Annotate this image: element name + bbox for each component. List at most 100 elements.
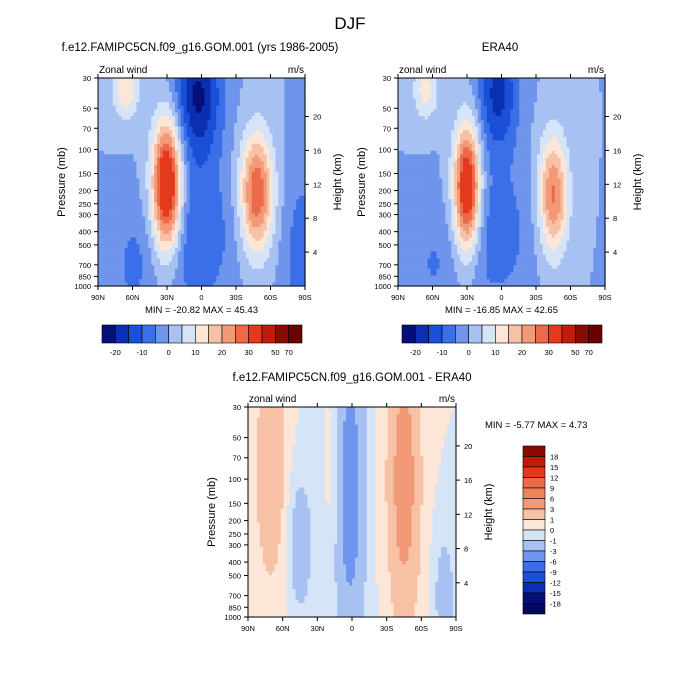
contour-cell — [263, 209, 268, 214]
contour-cell — [302, 105, 306, 110]
contour-cell — [281, 213, 285, 218]
contour-cell — [222, 209, 226, 214]
contour-cell — [245, 247, 250, 252]
contour-cell — [171, 136, 176, 141]
contour-cell — [157, 157, 161, 162]
contour-cell — [216, 185, 220, 190]
contour-cell — [216, 78, 220, 83]
contour-cell — [133, 133, 138, 138]
contour-cell — [195, 175, 200, 180]
contour-cell — [100, 216, 105, 221]
contour-cell — [207, 209, 211, 214]
contour-cell — [163, 202, 167, 207]
contour-cell — [112, 126, 117, 131]
contour-cell — [100, 220, 105, 225]
contour-cell — [103, 234, 108, 239]
contour-cell — [263, 161, 268, 166]
contour-cell — [201, 175, 206, 180]
contour-cell — [228, 220, 232, 225]
contour-cell — [145, 230, 149, 235]
contour-cell — [115, 227, 120, 232]
contour-cell — [210, 234, 214, 239]
contour-cell — [219, 230, 223, 235]
contour-cell — [106, 227, 111, 232]
contour-cell — [166, 126, 170, 131]
contour-cell — [124, 240, 129, 245]
contour-cell — [157, 175, 161, 180]
contour-cell — [189, 175, 194, 180]
contour-cell — [293, 102, 297, 107]
contour-cell — [103, 136, 108, 141]
contour-cell — [151, 147, 155, 152]
contour-cell — [198, 175, 203, 180]
contour-cell — [287, 223, 291, 228]
contour-cell — [183, 230, 188, 235]
contour-cell — [254, 240, 259, 245]
contour-cell — [115, 185, 120, 190]
contour-cell — [272, 98, 277, 103]
contour-cell — [302, 109, 306, 114]
contour-cell — [248, 150, 253, 155]
contour-cell — [219, 109, 223, 114]
contour-cell — [106, 168, 111, 173]
contour-cell — [234, 171, 238, 176]
contour-cell — [198, 244, 203, 249]
contour-cell — [112, 168, 117, 173]
contour-cell — [213, 98, 217, 103]
contour-cell — [272, 154, 277, 159]
contour-cell — [168, 91, 173, 96]
contour-cell — [183, 223, 188, 228]
contour-cell — [284, 109, 288, 114]
contour-cell — [269, 216, 274, 221]
contour-cell — [213, 95, 217, 100]
contour-cell — [177, 234, 182, 239]
contour-cell — [254, 199, 259, 204]
contour-cell — [112, 202, 117, 207]
contour-cell — [213, 178, 217, 183]
contour-cell — [204, 216, 209, 221]
contour-cell — [290, 178, 294, 183]
contour-cell — [112, 234, 117, 239]
contour-cell — [269, 98, 274, 103]
contour-cell — [263, 81, 268, 86]
contour-cell — [236, 195, 241, 200]
contour-cell — [302, 168, 306, 173]
contour-cell — [278, 199, 282, 204]
contour-cell — [254, 109, 259, 114]
contour-cell — [278, 112, 282, 117]
contour-cell — [198, 240, 203, 245]
contour-cell — [275, 220, 279, 225]
contour-cell — [281, 88, 285, 93]
contour-cell — [204, 105, 209, 110]
contour-cell — [222, 171, 226, 176]
contour-cell — [166, 102, 170, 107]
contour-cell — [186, 140, 191, 145]
contour-cell — [239, 234, 244, 239]
contour-cell — [103, 78, 108, 83]
contour-cell — [166, 130, 170, 135]
contour-cell — [100, 105, 105, 110]
contour-cell — [98, 213, 102, 218]
contour-cell — [157, 240, 161, 245]
contour-cell — [236, 98, 241, 103]
contour-cell — [210, 209, 214, 214]
contour-cell — [228, 206, 232, 211]
contour-cell — [98, 154, 102, 159]
contour-cell — [219, 175, 223, 180]
contour-cell — [260, 95, 265, 100]
contour-cell — [213, 140, 217, 145]
contour-cell — [231, 185, 235, 190]
contour-cell — [225, 126, 229, 131]
contour-cell — [219, 95, 223, 100]
contour-cell — [133, 240, 138, 245]
contour-cell — [174, 209, 179, 214]
contour-cell — [296, 192, 300, 197]
contour-cell — [278, 140, 282, 145]
contour-cell — [299, 227, 303, 232]
contour-cell — [145, 202, 149, 207]
contour-cell — [112, 195, 117, 200]
contour-cell — [192, 126, 197, 131]
contour-cell — [222, 98, 226, 103]
contour-cell — [195, 161, 200, 166]
contour-cell — [174, 216, 179, 221]
